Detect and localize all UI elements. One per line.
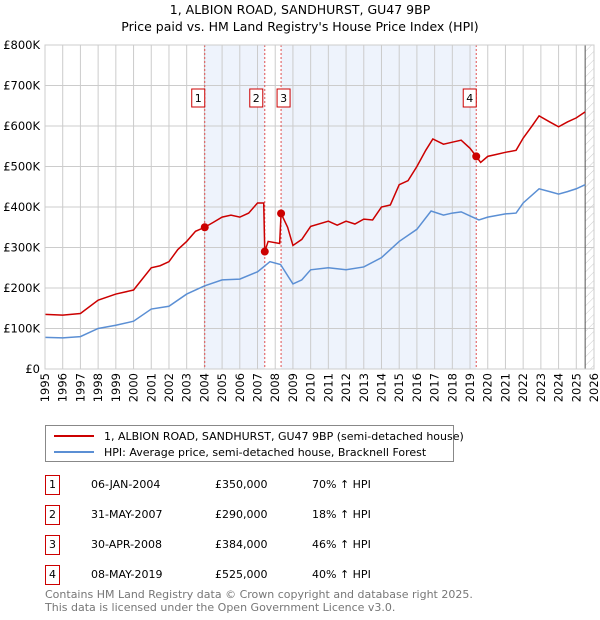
sale-point xyxy=(277,209,286,218)
x-tick-label: 1999 xyxy=(109,373,123,402)
x-tick-label: 2000 xyxy=(127,373,141,402)
series-line xyxy=(44,184,586,339)
legend-label-property: 1, ALBION ROAD, SANDHURST, GU47 9BP (sem… xyxy=(104,429,464,443)
sale-point xyxy=(200,223,209,232)
footer-line-1: Contains HM Land Registry data © Crown c… xyxy=(45,588,473,601)
footer-line-2: This data is licensed under the Open Gov… xyxy=(45,601,396,614)
sale-marker-badge: 2 xyxy=(45,505,60,525)
legend-item-property: 1, ALBION ROAD, SANDHURST, GU47 9BP (sem… xyxy=(54,429,464,443)
x-tick-label: 2013 xyxy=(357,373,371,402)
sale-hpi-diff: 46% ↑ HPI xyxy=(312,538,371,551)
x-tick-label: 1995 xyxy=(38,373,52,402)
chart-subtitle: Price paid vs. HM Land Registry's House … xyxy=(121,19,479,34)
x-tick-label: 2006 xyxy=(233,373,247,402)
sale-label: 3 xyxy=(280,92,287,105)
legend-item-hpi: HPI: Average price, semi-detached house,… xyxy=(54,445,426,459)
x-tick-label: 2016 xyxy=(410,373,424,402)
sale-price: £525,000 xyxy=(215,568,268,581)
x-tick-label: 2004 xyxy=(197,373,211,402)
x-tick-label: 2009 xyxy=(286,373,300,402)
x-tick-label: 1998 xyxy=(91,373,105,402)
plot-frame xyxy=(44,44,595,370)
sale-point xyxy=(260,247,269,256)
sale-price: £350,000 xyxy=(215,478,268,491)
legend: 1, ALBION ROAD, SANDHURST, GU47 9BP (sem… xyxy=(45,425,464,462)
x-tick-label: 2018 xyxy=(445,373,459,402)
sale-marker-badge: 3 xyxy=(45,535,60,555)
series-line xyxy=(44,111,586,316)
sale-label-box xyxy=(462,88,477,108)
chart-title: 1, ALBION ROAD, SANDHURST, GU47 9BP xyxy=(169,2,431,17)
y-tick-label: £700K xyxy=(3,79,40,93)
sale-hpi-diff: 18% ↑ HPI xyxy=(312,508,371,521)
x-tick-label: 2019 xyxy=(463,373,477,402)
sale-point xyxy=(472,152,481,161)
sale-label: 1 xyxy=(195,92,202,105)
y-tick-label: £400K xyxy=(3,200,40,214)
x-tick-label: 2012 xyxy=(339,373,353,402)
y-tick-label: £500K xyxy=(3,160,40,174)
y-tick-label: £100K xyxy=(3,322,40,336)
x-tick-label: 1996 xyxy=(56,373,70,402)
x-tick-label: 2020 xyxy=(481,373,495,402)
x-tick-label: 2007 xyxy=(251,373,265,402)
x-tick-label: 2001 xyxy=(144,373,158,402)
sale-row: 2 31-MAY-2007 £290,000 18% ↑ HPI xyxy=(45,505,445,525)
x-tick-label: 2003 xyxy=(180,373,194,402)
sale-price: £290,000 xyxy=(215,508,268,521)
x-tick-label: 2026 xyxy=(587,373,600,402)
x-tick-label: 2010 xyxy=(304,373,318,402)
x-tick-label: 2014 xyxy=(374,373,388,402)
sale-date: 31-MAY-2007 xyxy=(91,508,163,521)
sale-label-box xyxy=(249,88,264,108)
x-tick-label: 2024 xyxy=(552,373,566,402)
x-tick-label: 2023 xyxy=(534,373,548,402)
x-tick-label: 2011 xyxy=(321,373,335,402)
y-tick-label: £800K xyxy=(3,38,40,52)
sale-row: 3 30-APR-2008 £384,000 46% ↑ HPI xyxy=(45,535,445,555)
x-tick-label: 2008 xyxy=(268,373,282,402)
sale-hpi-diff: 40% ↑ HPI xyxy=(312,568,371,581)
sale-date: 06-JAN-2004 xyxy=(91,478,161,491)
footer: Contains HM Land Registry data © Crown c… xyxy=(45,588,473,614)
x-tick-label: 2021 xyxy=(498,373,512,402)
x-tick-label: 2005 xyxy=(215,373,229,402)
sale-label-box xyxy=(191,88,206,108)
x-tick-label: 1997 xyxy=(73,373,87,402)
x-tick-label: 2022 xyxy=(516,373,530,402)
sale-marker-badge: 1 xyxy=(45,475,60,495)
x-tick-label: 2002 xyxy=(162,373,176,402)
legend-label-hpi: HPI: Average price, semi-detached house,… xyxy=(104,445,427,459)
sale-hpi-diff: 70% ↑ HPI xyxy=(312,478,371,491)
sale-price: £384,000 xyxy=(215,538,268,551)
sale-date: 30-APR-2008 xyxy=(91,538,163,551)
sale-marker-badge: 4 xyxy=(45,565,60,585)
x-tick-label: 2017 xyxy=(428,373,442,402)
sale-label: 4 xyxy=(466,92,473,105)
sale-date: 08-MAY-2019 xyxy=(91,568,163,581)
price-chart: 1995 1996 1997 1998 1999 2000 2001 2002 2003 2004… xyxy=(3,38,600,402)
legend-swatch-property xyxy=(54,435,94,437)
sale-row: 1 06-JAN-2004 £350,000 70% ↑ HPI xyxy=(45,475,445,495)
y-tick-label: £300K xyxy=(3,241,40,255)
y-tick-label: £600K xyxy=(3,119,40,133)
legend-swatch-hpi xyxy=(54,451,94,453)
y-tick-label: £200K xyxy=(3,281,40,295)
x-tick-label: 2025 xyxy=(569,373,583,402)
x-tick-label: 2015 xyxy=(392,373,406,402)
sale-label-box xyxy=(276,88,291,108)
sale-label: 2 xyxy=(253,92,260,105)
y-tick-label: £0 xyxy=(25,362,40,376)
sale-row: 4 08-MAY-2019 £525,000 40% ↑ HPI xyxy=(45,565,445,585)
